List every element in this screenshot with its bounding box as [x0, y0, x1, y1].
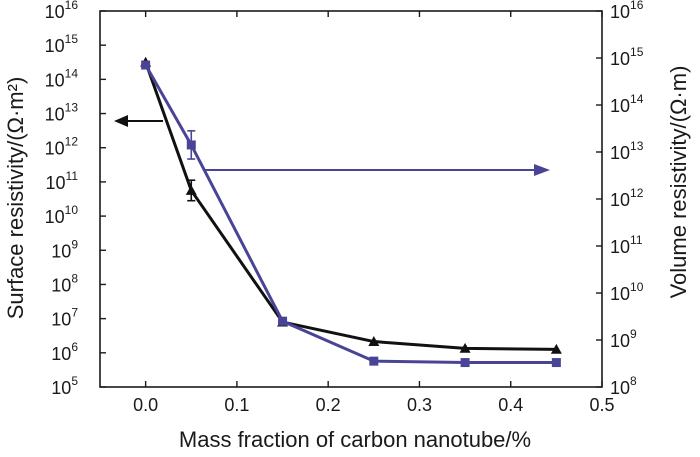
series-layer	[140, 56, 562, 368]
series-1-line	[144, 61, 557, 351]
x-tick-label: 0.4	[498, 395, 523, 415]
series-1-point	[185, 184, 197, 195]
x-tick-label: 0.3	[407, 395, 432, 415]
y-left-axis-title: Surface resistivity/(Ω·m²)	[3, 77, 28, 320]
y-left-tick-label: 1016	[45, 0, 79, 22]
axes-layer	[99, 10, 603, 388]
x-tick-label: 0.0	[133, 395, 158, 415]
y-right-tick-label: 109	[610, 327, 637, 351]
series-2-point	[186, 140, 196, 150]
left-axis-arrow-head	[114, 115, 128, 127]
series-1-point	[368, 336, 380, 346]
y-left-tick-label: 106	[51, 340, 78, 364]
y-left-tick-label: 1011	[46, 169, 79, 193]
x-tick-label: 0.5	[589, 395, 614, 415]
series-1-point	[550, 343, 562, 354]
y-right-axis-title: Volume resistivity/(Ω·m)	[666, 66, 691, 299]
series-2-point	[369, 356, 379, 366]
series-1-point	[459, 342, 471, 353]
y-right-tick-label: 1011	[610, 233, 643, 257]
y-right-tick-label: 1010	[610, 280, 644, 304]
series-2-line	[144, 64, 557, 365]
series-2-point	[551, 358, 561, 368]
y-left-tick-label: 1015	[45, 32, 79, 56]
y-right-tick-label: 1015	[610, 45, 644, 69]
right-axis-arrow-head	[534, 164, 550, 176]
series-2-point	[278, 316, 288, 326]
x-tick-label: 0.1	[224, 395, 249, 415]
x-axis-title: Mass fraction of carbon nanotube/%	[179, 427, 531, 452]
annotation-layer	[114, 115, 550, 176]
series-2-point	[460, 358, 470, 368]
y-right-tick-labels: 108 109 1010 1011 1012 1013 1014 1015 1016	[610, 0, 644, 398]
y-right-tick-label: 1013	[610, 139, 644, 163]
y-left-tick-label: 107	[51, 306, 78, 330]
x-tick-label: 0.2	[316, 395, 341, 415]
y-left-tick-label: 1014	[45, 66, 79, 90]
y-left-tick-label: 109	[51, 237, 78, 261]
y-left-tick-label: 1013	[45, 101, 79, 125]
y-left-tick-label: 108	[51, 271, 78, 295]
y-right-tick-label: 108	[610, 374, 637, 398]
series-2-point	[141, 60, 151, 70]
plot-frame	[99, 10, 603, 388]
y-left-tick-label: 1012	[45, 135, 79, 159]
x-tick-labels: 0.0 0.1 0.2 0.3 0.4 0.5	[133, 395, 614, 415]
y-left-tick-label: 105	[51, 374, 78, 398]
y-left-tick-labels: 105 106 107 108 109 1010 1011 1012 1013 1014 1015 1…	[45, 0, 79, 398]
y-right-tick-label: 1014	[610, 92, 644, 116]
y-right-tick-label: 1016	[610, 0, 644, 22]
y-right-tick-label: 1012	[610, 186, 644, 210]
y-left-tick-label: 1010	[45, 203, 79, 227]
